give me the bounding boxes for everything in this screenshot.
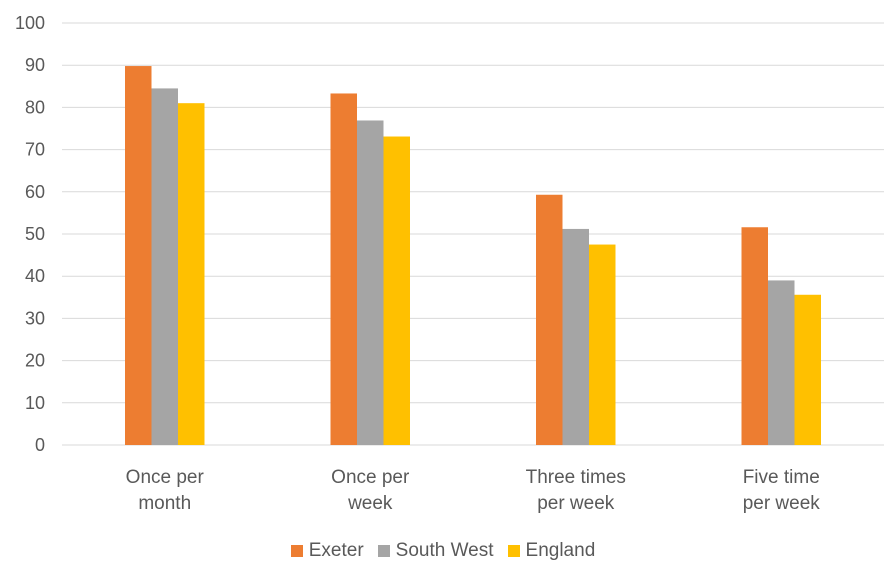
bar-exeter-2 <box>536 194 563 445</box>
x-tick-label-line: Five time <box>743 467 820 488</box>
x-tick-label-line: Three times <box>526 467 626 488</box>
y-tick-label: 100 <box>15 13 45 33</box>
x-tick-label: Once per week <box>331 467 410 514</box>
bar-south-west-1 <box>357 120 384 446</box>
y-tick-label: 40 <box>25 266 45 286</box>
x-axis-ticks: Once per month Once per week Three times per … <box>126 467 821 514</box>
x-tick-label-line: week <box>347 493 393 514</box>
legend-item-exeter: Exeter <box>290 540 364 562</box>
x-tick-label-line: month <box>138 493 191 514</box>
legend-label: Exeter <box>308 540 364 561</box>
legend-item-england: England <box>507 540 596 562</box>
x-tick-label-line: per week <box>537 493 615 514</box>
legend-label: England <box>525 540 596 561</box>
bar-exeter-1 <box>330 93 357 445</box>
y-tick-label: 90 <box>25 55 45 75</box>
bar-england-1 <box>383 136 410 445</box>
bars <box>125 66 821 446</box>
x-tick-label: Five time per week <box>743 467 821 514</box>
legend-swatch <box>290 545 303 557</box>
y-tick-label: 50 <box>25 224 45 244</box>
y-tick-label: 20 <box>25 351 45 371</box>
y-axis-ticks: 0 10 20 30 40 50 60 70 80 90 100 <box>15 13 45 455</box>
y-tick-label: 10 <box>25 393 45 413</box>
x-tick-label-line: Once per <box>126 467 205 488</box>
y-tick-label: 70 <box>25 140 45 160</box>
legend: Exeter South West England <box>0 540 886 562</box>
x-tick-label-line: Once per <box>331 467 410 488</box>
x-tick-label-line: per week <box>743 493 821 514</box>
bar-south-west-2 <box>562 228 589 445</box>
bar-south-west-3 <box>768 280 795 445</box>
bar-exeter-3 <box>741 227 768 445</box>
bar-exeter-0 <box>125 66 152 445</box>
y-tick-label: 0 <box>35 435 45 455</box>
bar-england-0 <box>178 103 205 446</box>
bar-south-west-0 <box>151 88 178 445</box>
legend-label: South West <box>395 540 494 561</box>
legend-swatch <box>377 545 390 557</box>
y-tick-label: 60 <box>25 182 45 202</box>
x-tick-label: Once per month <box>126 467 205 514</box>
legend-item-south-west: South West <box>377 540 494 562</box>
x-tick-label: Three times per week <box>526 467 626 514</box>
y-tick-label: 30 <box>25 308 45 328</box>
bar-england-2 <box>589 244 616 445</box>
y-tick-label: 80 <box>25 97 45 117</box>
bar-england-3 <box>794 294 821 445</box>
legend-swatch <box>507 545 520 557</box>
